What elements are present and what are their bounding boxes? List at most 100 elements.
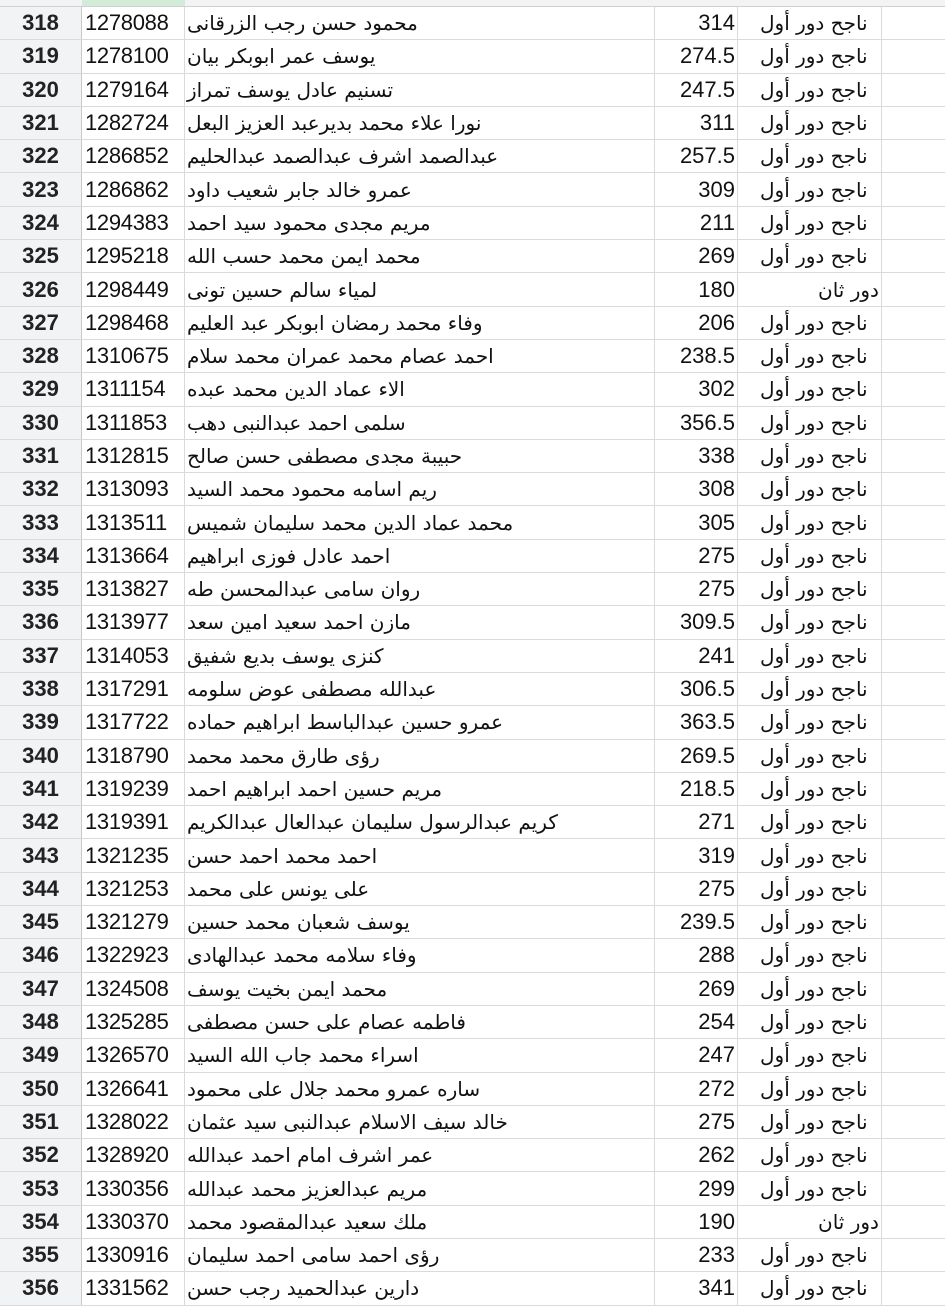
cell-grade[interactable]: 275 bbox=[655, 1105, 738, 1139]
cell-empty[interactable] bbox=[882, 640, 945, 672]
cell-grade[interactable]: 206 bbox=[655, 306, 738, 339]
cell-student-id[interactable]: 1328022 bbox=[82, 1105, 185, 1139]
cell-grade[interactable]: 247 bbox=[655, 1039, 738, 1072]
row-number[interactable]: 345 bbox=[0, 906, 82, 939]
cell-status[interactable]: ناجح دور أول bbox=[738, 339, 882, 373]
row-number[interactable]: 341 bbox=[0, 772, 82, 806]
cell-student-name[interactable]: عمر اشرف امام احمد عبدالله bbox=[185, 1139, 655, 1172]
cell-empty[interactable] bbox=[882, 240, 945, 272]
cell-student-name[interactable]: خالد سيف الاسلام عبدالنبى سيد عثمان bbox=[185, 1105, 655, 1139]
cell-student-id[interactable]: 1328920 bbox=[82, 1139, 185, 1172]
row-number[interactable]: 343 bbox=[0, 839, 82, 872]
cell-empty[interactable] bbox=[882, 506, 945, 538]
cell-student-name[interactable]: احمد عادل فوزى ابراهيم bbox=[185, 539, 655, 573]
cell-status[interactable]: ناجح دور أول bbox=[738, 1005, 882, 1039]
row-number[interactable]: 325 bbox=[0, 240, 82, 273]
cell-student-id[interactable]: 1295218 bbox=[82, 240, 185, 273]
cell-student-id[interactable]: 1313827 bbox=[82, 573, 185, 606]
cell-status[interactable]: ناجح دور أول bbox=[738, 1139, 882, 1172]
cell-student-id[interactable]: 1294383 bbox=[82, 206, 185, 240]
row-number[interactable]: 346 bbox=[0, 939, 82, 972]
cell-status[interactable]: ناجح دور أول bbox=[738, 906, 882, 939]
cell-status[interactable]: ناجح دور أول bbox=[738, 672, 882, 706]
cell-empty[interactable] bbox=[882, 7, 945, 39]
cell-student-id[interactable]: 1326570 bbox=[82, 1039, 185, 1072]
cell-grade[interactable]: 275 bbox=[655, 872, 738, 906]
cell-empty[interactable] bbox=[882, 1206, 945, 1238]
cell-status[interactable]: ناجح دور أول bbox=[738, 606, 882, 639]
cell-student-id[interactable]: 1313093 bbox=[82, 473, 185, 506]
cell-student-name[interactable]: ريم اسامه محمود محمد السيد bbox=[185, 473, 655, 506]
cell-student-name[interactable]: ساره عمرو محمد جلال على محمود bbox=[185, 1072, 655, 1105]
cell-status[interactable]: ناجح دور أول bbox=[738, 173, 882, 206]
cell-empty[interactable] bbox=[882, 540, 945, 572]
cell-status[interactable]: ناجح دور أول bbox=[738, 473, 882, 506]
cell-empty[interactable] bbox=[882, 1272, 945, 1304]
cell-grade[interactable]: 299 bbox=[655, 1172, 738, 1205]
cell-student-id[interactable]: 1318790 bbox=[82, 739, 185, 772]
cell-grade[interactable]: 363.5 bbox=[655, 706, 738, 739]
cell-student-name[interactable]: نورا علاء محمد بديرعبد العزيز البعل bbox=[185, 106, 655, 140]
cell-student-name[interactable]: مريم عبدالعزيز محمد عبدالله bbox=[185, 1172, 655, 1205]
cell-grade[interactable]: 309 bbox=[655, 173, 738, 206]
cell-empty[interactable] bbox=[882, 340, 945, 372]
row-number[interactable]: 327 bbox=[0, 306, 82, 339]
cell-status[interactable]: ناجح دور أول bbox=[738, 406, 882, 439]
row-number[interactable]: 321 bbox=[0, 106, 82, 140]
cell-empty[interactable] bbox=[882, 673, 945, 705]
row-number[interactable]: 339 bbox=[0, 706, 82, 739]
row-number[interactable]: 319 bbox=[0, 40, 82, 73]
cell-student-name[interactable]: مازن احمد سعيد امين سعد bbox=[185, 606, 655, 639]
cell-student-id[interactable]: 1310675 bbox=[82, 339, 185, 373]
cell-status[interactable]: ناجح دور أول bbox=[738, 872, 882, 906]
cell-student-name[interactable]: عبدالله مصطفى عوض سلومه bbox=[185, 672, 655, 706]
row-number[interactable]: 351 bbox=[0, 1105, 82, 1139]
cell-status[interactable]: ناجح دور أول bbox=[738, 806, 882, 839]
cell-student-id[interactable]: 1282724 bbox=[82, 106, 185, 140]
cell-student-name[interactable]: محمود حسن رجب الزرقانى bbox=[185, 7, 655, 40]
cell-status[interactable]: ناجح دور أول bbox=[738, 1172, 882, 1205]
cell-status[interactable]: دور ثان bbox=[738, 273, 882, 306]
cell-student-name[interactable]: سلمى احمد عبدالنبى دهب bbox=[185, 406, 655, 439]
cell-student-name[interactable]: فاطمه عصام على حسن مصطفى bbox=[185, 1005, 655, 1039]
cell-student-name[interactable]: حبيبة مجدى مصطفى حسن صالح bbox=[185, 439, 655, 473]
cell-empty[interactable] bbox=[882, 407, 945, 439]
cell-empty[interactable] bbox=[882, 573, 945, 605]
cell-student-id[interactable]: 1330356 bbox=[82, 1172, 185, 1205]
cell-status[interactable]: ناجح دور أول bbox=[738, 506, 882, 539]
cell-student-id[interactable]: 1311154 bbox=[82, 373, 185, 406]
cell-student-id[interactable]: 1278088 bbox=[82, 7, 185, 40]
row-number[interactable]: 335 bbox=[0, 573, 82, 606]
cell-grade[interactable]: 319 bbox=[655, 839, 738, 872]
cell-student-name[interactable]: لمياء سالم حسين تونى bbox=[185, 273, 655, 306]
row-number[interactable]: 336 bbox=[0, 606, 82, 639]
row-number[interactable]: 334 bbox=[0, 539, 82, 573]
cell-status[interactable]: ناجح دور أول bbox=[738, 972, 882, 1005]
row-number[interactable]: 318 bbox=[0, 7, 82, 40]
cell-empty[interactable] bbox=[882, 173, 945, 205]
cell-grade[interactable]: 254 bbox=[655, 1005, 738, 1039]
row-number[interactable]: 337 bbox=[0, 639, 82, 672]
cell-student-id[interactable]: 1279164 bbox=[82, 73, 185, 106]
cell-student-name[interactable]: ملك سعيد عبدالمقصود محمد bbox=[185, 1205, 655, 1238]
cell-student-name[interactable]: محمد ايمن بخيت يوسف bbox=[185, 972, 655, 1005]
cell-empty[interactable] bbox=[882, 473, 945, 505]
cell-student-id[interactable]: 1278100 bbox=[82, 40, 185, 73]
cell-status[interactable]: دور ثان bbox=[738, 1205, 882, 1238]
cell-student-name[interactable]: عبدالصمد اشرف عبدالصمد عبدالحليم bbox=[185, 140, 655, 173]
cell-grade[interactable]: 271 bbox=[655, 806, 738, 839]
cell-student-name[interactable]: تسنيم عادل يوسف تمراز bbox=[185, 73, 655, 106]
cell-student-name[interactable]: روان سامى عبدالمحسن طه bbox=[185, 573, 655, 606]
cell-status[interactable]: ناجح دور أول bbox=[738, 140, 882, 173]
cell-empty[interactable] bbox=[882, 1039, 945, 1071]
cell-student-id[interactable]: 1319239 bbox=[82, 772, 185, 806]
cell-status[interactable]: ناجح دور أول bbox=[738, 1105, 882, 1139]
cell-grade[interactable]: 305 bbox=[655, 506, 738, 539]
cell-grade[interactable]: 275 bbox=[655, 539, 738, 573]
cell-status[interactable]: ناجح دور أول bbox=[738, 7, 882, 40]
cell-grade[interactable]: 257.5 bbox=[655, 140, 738, 173]
cell-student-id[interactable]: 1298468 bbox=[82, 306, 185, 339]
cell-status[interactable]: ناجح دور أول bbox=[738, 839, 882, 872]
cell-status[interactable]: ناجح دور أول bbox=[738, 240, 882, 273]
cell-empty[interactable] bbox=[882, 939, 945, 971]
